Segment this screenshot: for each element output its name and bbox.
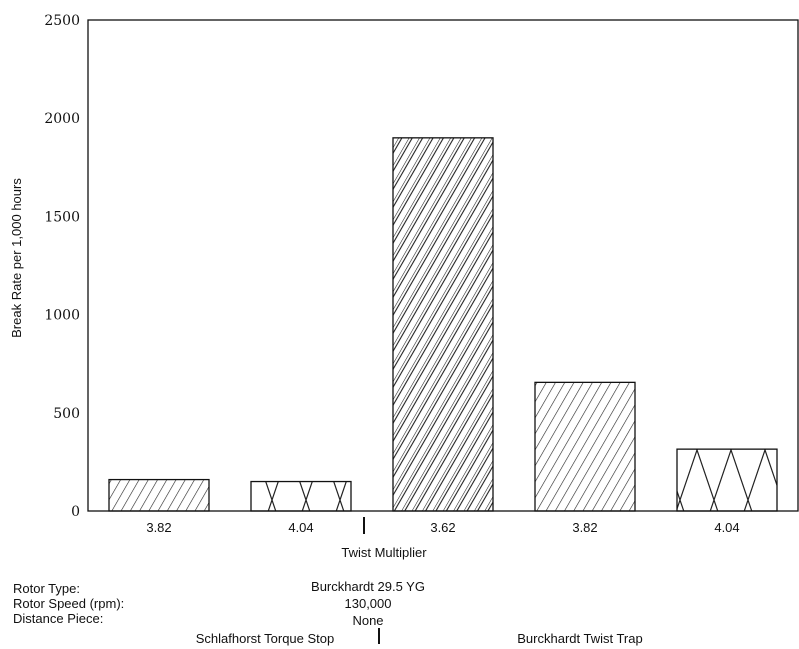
rotor-speed-label: Rotor Speed (rpm):: [13, 596, 125, 611]
bar-4: [534, 381, 636, 512]
x-tick-label: 4.04: [288, 520, 313, 535]
y-tick-label: 1500: [44, 209, 80, 225]
rotor-type-value: Burckhardt 29.5 YG: [311, 579, 425, 594]
bar-1: [108, 478, 210, 512]
y-tick-label: 0: [71, 504, 80, 520]
y-axis-title: Break Rate per 1,000 hours: [9, 178, 24, 338]
bar-2: [250, 480, 352, 512]
x-tick-label: 3.82: [146, 520, 171, 535]
x-tick-label: 4.04: [714, 520, 739, 535]
y-tick-label: 2000: [44, 111, 80, 127]
y-tick-label: 2500: [44, 13, 80, 29]
rotor-type-label: Rotor Type:: [13, 581, 80, 596]
y-axis: 0 500 1000 1500 2000 2500: [44, 13, 80, 520]
bar-chart: 0 500 1000 1500 2000 2500 3.82 4.04 3.62 3.82 4.0…: [9, 13, 799, 560]
y-tick-label: 1000: [44, 308, 80, 324]
x-tick-label: 3.62: [430, 520, 455, 535]
group-divider: [378, 628, 380, 644]
bars: [108, 137, 778, 512]
distance-piece-value: None: [352, 613, 384, 628]
x-tick-label: 3.82: [572, 520, 597, 535]
distance-piece-label: Distance Piece:: [13, 611, 104, 626]
group-label-burckhardt: Burckhardt Twist Trap: [517, 631, 643, 646]
bar-5: [676, 448, 778, 512]
x-axis: 3.82 4.04 3.62 3.82 4.04: [146, 517, 740, 535]
rotor-speed-value: 130,000: [344, 596, 392, 611]
y-tick-label: 500: [53, 406, 80, 422]
x-axis-title: Twist Multiplier: [341, 545, 427, 560]
group-label-schlafhorst: Schlafhorst Torque Stop: [195, 631, 335, 646]
bar-3: [392, 137, 494, 512]
